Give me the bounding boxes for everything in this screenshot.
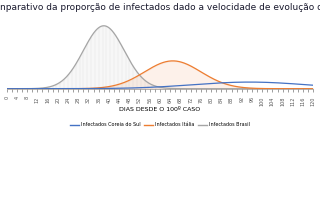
Text: nparativo da proporção de infectados dado a velocidade de evolução da COVID: nparativo da proporção de infectados dad…: [0, 3, 320, 12]
Legend: Infectados Coreia do Sul, Infectados Itália, Infectados Brasil: Infectados Coreia do Sul, Infectados Itá…: [68, 120, 252, 129]
X-axis label: DIAS DESDE O 100º CASO: DIAS DESDE O 100º CASO: [119, 107, 201, 112]
